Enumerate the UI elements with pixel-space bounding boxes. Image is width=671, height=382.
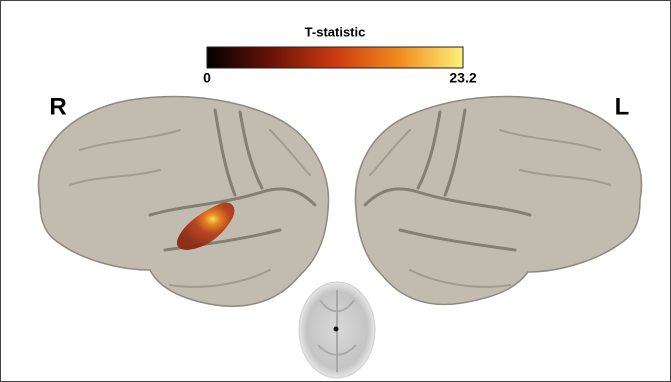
colorbar-min: 0: [203, 70, 211, 86]
colorbar: [207, 47, 463, 68]
hemisphere-label: L: [615, 93, 630, 120]
colorbar-title: T-statistic: [305, 24, 366, 39]
colorbar-max: 23.2: [449, 70, 476, 86]
figure: T-statistic 0 23.2 R L: [0, 0, 671, 382]
hemisphere-label: R: [49, 93, 66, 120]
axial-slice: [299, 282, 375, 378]
